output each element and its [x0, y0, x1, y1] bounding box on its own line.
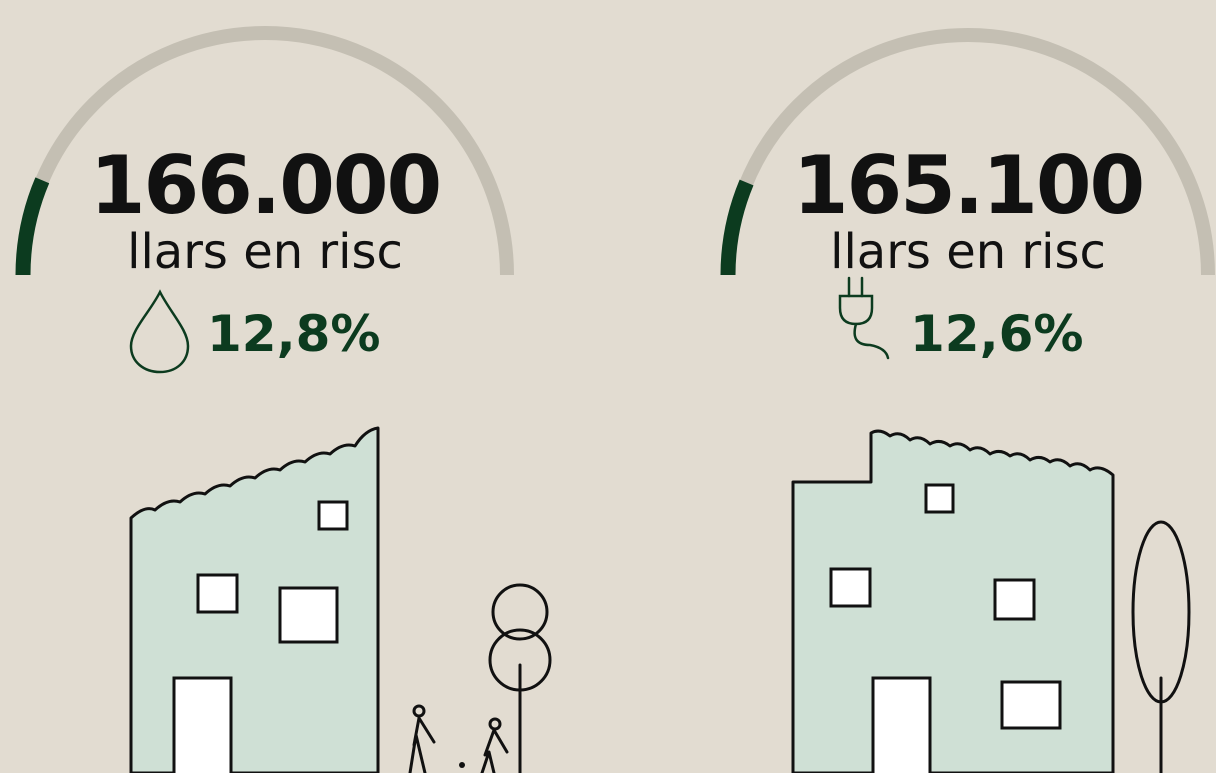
percent-label: 12,6% [910, 305, 1083, 363]
household-count: 166.000 [90, 139, 440, 232]
gauge-fill [23, 180, 42, 275]
water-drop-icon [131, 292, 188, 372]
house-left [131, 428, 378, 773]
tree-left [490, 585, 550, 773]
plug-icon [840, 278, 888, 358]
infographic: 166.000llars en risc12,8%165.100llars en… [0, 0, 1216, 773]
count-label: llars en risc [830, 224, 1106, 280]
gauge-fill [728, 182, 747, 275]
household-count: 165.100 [793, 139, 1143, 232]
percent-label: 12,8% [207, 305, 380, 363]
house-right [793, 431, 1113, 773]
people [410, 706, 507, 773]
page: {"panels":[ {"value_text":"166.000","lab… [0, 0, 1216, 773]
tree-right [1133, 522, 1189, 773]
count-label: llars en risc [127, 224, 403, 280]
